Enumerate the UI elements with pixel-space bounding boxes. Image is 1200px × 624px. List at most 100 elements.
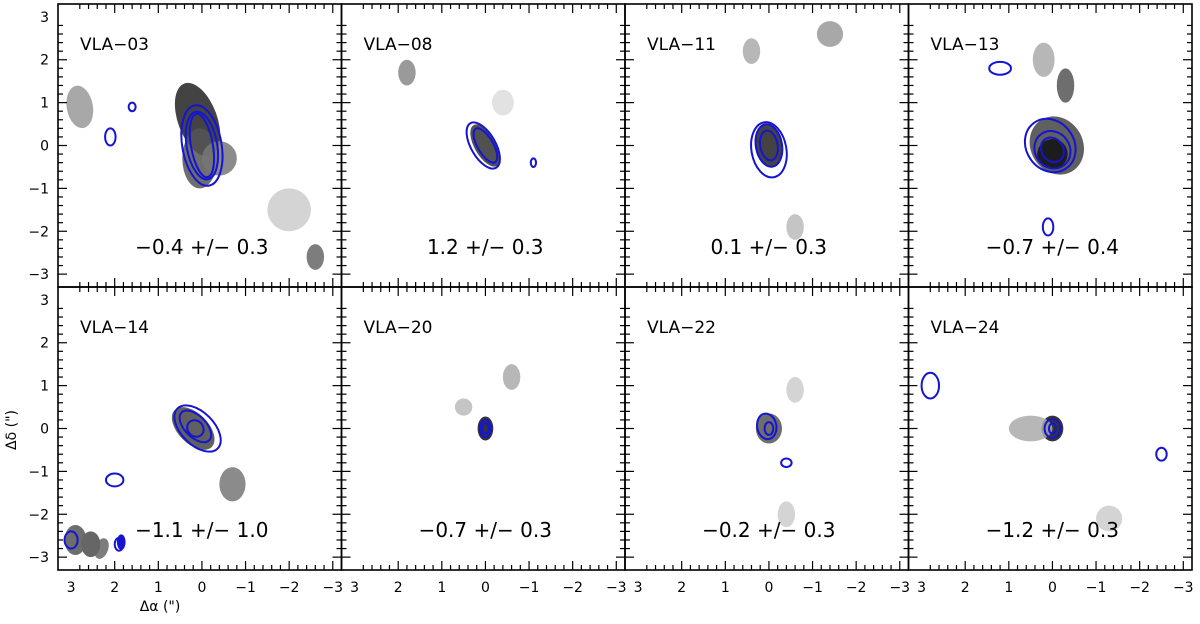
blue-contour <box>180 104 224 187</box>
blue-contour <box>184 110 220 181</box>
x-tick-label: −1 <box>1086 580 1107 596</box>
blue-contour <box>188 112 216 179</box>
grey-emission-blob <box>306 244 325 270</box>
panel-label: VLA−03 <box>80 35 149 55</box>
panel-image <box>742 21 844 240</box>
grey-emission-blob <box>470 124 501 167</box>
x-tick-label: −3 <box>1173 580 1194 596</box>
y-tick-label: −3 <box>28 267 49 283</box>
blue-contour <box>763 421 775 436</box>
y-tick-label: 2 <box>40 53 49 69</box>
grey-emission-blob <box>219 467 246 502</box>
grey-emission-blob <box>786 214 804 240</box>
x-tick-label: −3 <box>322 580 343 596</box>
grey-emission-blob <box>1056 68 1075 103</box>
blue-contour <box>1041 217 1055 237</box>
blue-contour <box>756 412 778 441</box>
panel-value: 1.2 +/− 0.3 <box>427 235 544 259</box>
blue-contour <box>104 472 125 488</box>
blue-contour <box>758 129 779 162</box>
blue-contour <box>173 404 222 453</box>
x-tick-label: 2 <box>394 580 403 596</box>
grey-emission-blob <box>267 188 311 232</box>
x-tick-label: 3 <box>67 580 76 596</box>
blue-contour <box>1155 446 1168 462</box>
panel-value: −0.7 +/− 0.4 <box>986 235 1119 259</box>
labels-layer: VLA−03 −0.4 +/− 0.3 −3 −2 −1 0 1 2 3 VLA−08 1.2 +/… <box>28 10 1193 596</box>
panel-image <box>920 371 1168 532</box>
x-tick-label: 1 <box>1004 580 1013 596</box>
grey-emission-blob <box>777 501 796 528</box>
grey-emission-blob <box>786 377 804 403</box>
blue-contour <box>988 60 1012 76</box>
blue-contour <box>1043 418 1062 439</box>
grey-emission-blob <box>1008 415 1053 442</box>
grey-emission-blob <box>755 124 783 167</box>
y-tick-label: 2 <box>40 336 49 352</box>
blue-contour <box>529 157 538 168</box>
blue-contour <box>1047 422 1057 435</box>
grey-emission-blob <box>816 21 844 47</box>
x-tick-label: −2 <box>1129 580 1150 596</box>
panel <box>624 3 910 288</box>
x-tick-label: −1 <box>802 580 823 596</box>
ticks <box>908 4 1192 287</box>
blue-contour <box>1023 117 1077 174</box>
y-tick-label: −2 <box>28 507 49 523</box>
blue-contour <box>754 123 784 168</box>
y-tick-label: 0 <box>40 422 49 438</box>
x-tick-label: 2 <box>961 580 970 596</box>
y-tick-label: 0 <box>40 139 49 155</box>
panel-label: VLA−13 <box>931 35 1000 55</box>
x-tick-label: 0 <box>481 580 490 596</box>
y-tick-label: −2 <box>28 224 49 240</box>
blue-contour <box>478 418 493 439</box>
panel-label: VLA−14 <box>80 318 149 338</box>
panel <box>57 286 343 571</box>
grey-emission-blob <box>742 38 761 65</box>
y-tick-label: −1 <box>28 464 49 480</box>
x-tick-label: −2 <box>846 580 867 596</box>
panel-label: VLA−20 <box>364 318 433 338</box>
panels-layer <box>57 3 1193 571</box>
panel <box>57 3 343 288</box>
grey-emission-blob <box>1096 505 1123 532</box>
grey-emission-blob <box>398 59 416 86</box>
panel-label: VLA−22 <box>647 318 716 338</box>
ticks <box>908 287 1192 570</box>
panel-image <box>398 59 538 170</box>
grey-emission-blob <box>491 89 514 116</box>
ticks <box>58 287 342 570</box>
ticks <box>58 4 342 287</box>
grey-emission-blob <box>201 141 237 176</box>
blue-contour <box>63 530 79 550</box>
panel-image <box>755 377 804 528</box>
blue-contour <box>920 371 941 400</box>
x-tick-label: 0 <box>764 580 773 596</box>
grey-emission-blob <box>502 364 521 390</box>
panel-image <box>988 42 1084 237</box>
blue-contour <box>104 127 117 147</box>
panel-value: −1.2 +/− 0.3 <box>986 518 1119 542</box>
panel-value: −0.4 +/− 0.3 <box>135 235 268 259</box>
blue-contour <box>480 422 490 435</box>
grey-emission-blob <box>171 407 215 450</box>
x-axis-title: Δα (") <box>140 599 181 615</box>
blue-contour <box>750 121 788 179</box>
blue-contour <box>186 419 205 438</box>
panel-image <box>66 82 325 270</box>
blue-contour <box>1039 136 1066 164</box>
x-tick-label: 0 <box>1048 580 1057 596</box>
grey-emission-blob <box>66 85 94 129</box>
blue-contour <box>127 101 137 113</box>
y-tick-label: −3 <box>28 550 49 566</box>
y-tick-label: 1 <box>40 379 49 395</box>
x-tick-label: 1 <box>154 580 163 596</box>
panel-label: VLA−11 <box>647 35 716 55</box>
panel <box>907 286 1193 571</box>
beam-ellipse <box>116 534 126 550</box>
blue-contour <box>780 457 793 469</box>
beam-ellipse <box>81 531 101 558</box>
x-tick-label: −2 <box>562 580 583 596</box>
grey-emission-blob <box>454 398 473 416</box>
